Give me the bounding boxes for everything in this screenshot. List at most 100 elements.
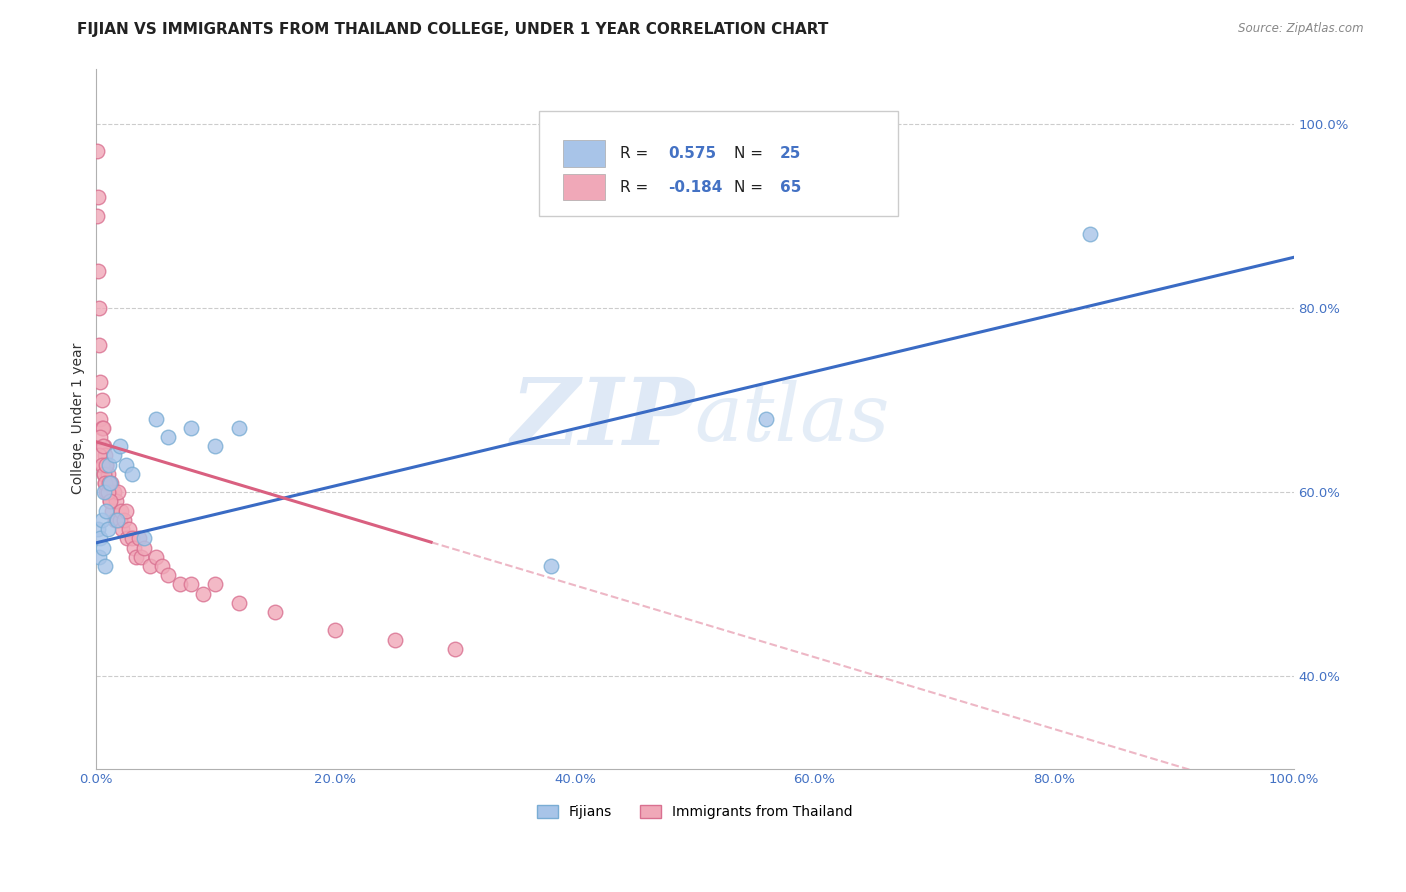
Point: [94, 449, 117, 463]
Point: [96, 485, 118, 500]
Point: [122, 541, 145, 555]
Point: [180, 421, 202, 435]
Point: [114, 504, 136, 518]
Point: [100, 476, 122, 491]
Point: [97, 485, 120, 500]
Point: [86, 145, 108, 159]
Point: [108, 513, 131, 527]
Point: [91, 421, 114, 435]
Point: [156, 568, 179, 582]
Point: [112, 513, 135, 527]
Point: [103, 485, 125, 500]
Point: [104, 513, 127, 527]
Point: [89, 375, 111, 389]
Legend: Fijians, Immigrants from Thailand: Fijians, Immigrants from Thailand: [531, 799, 858, 825]
Point: [96, 458, 118, 472]
Point: [121, 467, 143, 481]
Point: [110, 504, 132, 518]
Point: [107, 485, 129, 500]
Point: [128, 531, 150, 545]
Point: [97, 476, 120, 491]
Text: atlas: atlas: [695, 380, 890, 458]
Point: [129, 549, 152, 564]
Point: [384, 632, 406, 647]
Point: [89, 411, 111, 425]
Text: ZIP: ZIP: [510, 374, 695, 464]
Point: [145, 549, 167, 564]
Bar: [562, 140, 605, 167]
Point: [105, 494, 128, 508]
Point: [323, 624, 346, 638]
Point: [98, 476, 121, 491]
Point: [97, 476, 120, 491]
Point: [118, 522, 141, 536]
Point: [89, 531, 111, 545]
Y-axis label: College, Under 1 year: College, Under 1 year: [72, 343, 86, 494]
Point: [105, 513, 128, 527]
Point: [145, 411, 167, 425]
Point: [540, 558, 562, 573]
Point: [105, 513, 128, 527]
Point: [89, 338, 111, 352]
Point: [90, 458, 112, 472]
Point: [101, 504, 124, 518]
Point: [755, 411, 778, 425]
Point: [94, 558, 117, 573]
Point: [125, 549, 148, 564]
Point: [97, 522, 120, 536]
Point: [90, 513, 112, 527]
Text: R =: R =: [620, 180, 654, 195]
Point: [94, 476, 117, 491]
Point: [97, 458, 120, 472]
Point: [228, 596, 250, 610]
Point: [132, 531, 155, 545]
Point: [150, 558, 173, 573]
Point: [96, 458, 118, 472]
Point: [97, 467, 120, 481]
Point: [97, 485, 120, 500]
Point: [87, 190, 110, 204]
Point: [87, 264, 110, 278]
Point: [90, 421, 112, 435]
Point: [444, 641, 467, 656]
Text: N =: N =: [734, 180, 768, 195]
Text: FIJIAN VS IMMIGRANTS FROM THAILAND COLLEGE, UNDER 1 YEAR CORRELATION CHART: FIJIAN VS IMMIGRANTS FROM THAILAND COLLE…: [77, 22, 828, 37]
Point: [111, 522, 134, 536]
Point: [114, 458, 136, 472]
Point: [87, 522, 110, 536]
Point: [86, 209, 108, 223]
Point: [94, 476, 117, 491]
Point: [138, 558, 160, 573]
FancyBboxPatch shape: [538, 111, 898, 216]
Point: [93, 439, 115, 453]
Text: N =: N =: [734, 146, 768, 161]
Point: [89, 549, 111, 564]
Point: [98, 494, 121, 508]
Point: [180, 577, 202, 591]
Bar: [562, 174, 605, 200]
Text: 0.575: 0.575: [668, 146, 717, 161]
Text: 65: 65: [780, 180, 801, 195]
Text: -0.184: -0.184: [668, 180, 723, 195]
Text: Source: ZipAtlas.com: Source: ZipAtlas.com: [1239, 22, 1364, 36]
Point: [91, 458, 114, 472]
Point: [89, 430, 111, 444]
Point: [204, 439, 226, 453]
Text: R =: R =: [620, 146, 654, 161]
Text: 25: 25: [780, 146, 801, 161]
Point: [93, 467, 115, 481]
Point: [193, 586, 215, 600]
Point: [108, 439, 131, 453]
Point: [1078, 227, 1101, 242]
Point: [169, 577, 191, 591]
Point: [96, 504, 118, 518]
Point: [228, 421, 250, 435]
Point: [204, 577, 226, 591]
Point: [115, 531, 138, 545]
Point: [103, 449, 125, 463]
Point: [156, 430, 179, 444]
Point: [132, 541, 155, 555]
Point: [91, 541, 114, 555]
Point: [91, 439, 114, 453]
Point: [93, 467, 115, 481]
